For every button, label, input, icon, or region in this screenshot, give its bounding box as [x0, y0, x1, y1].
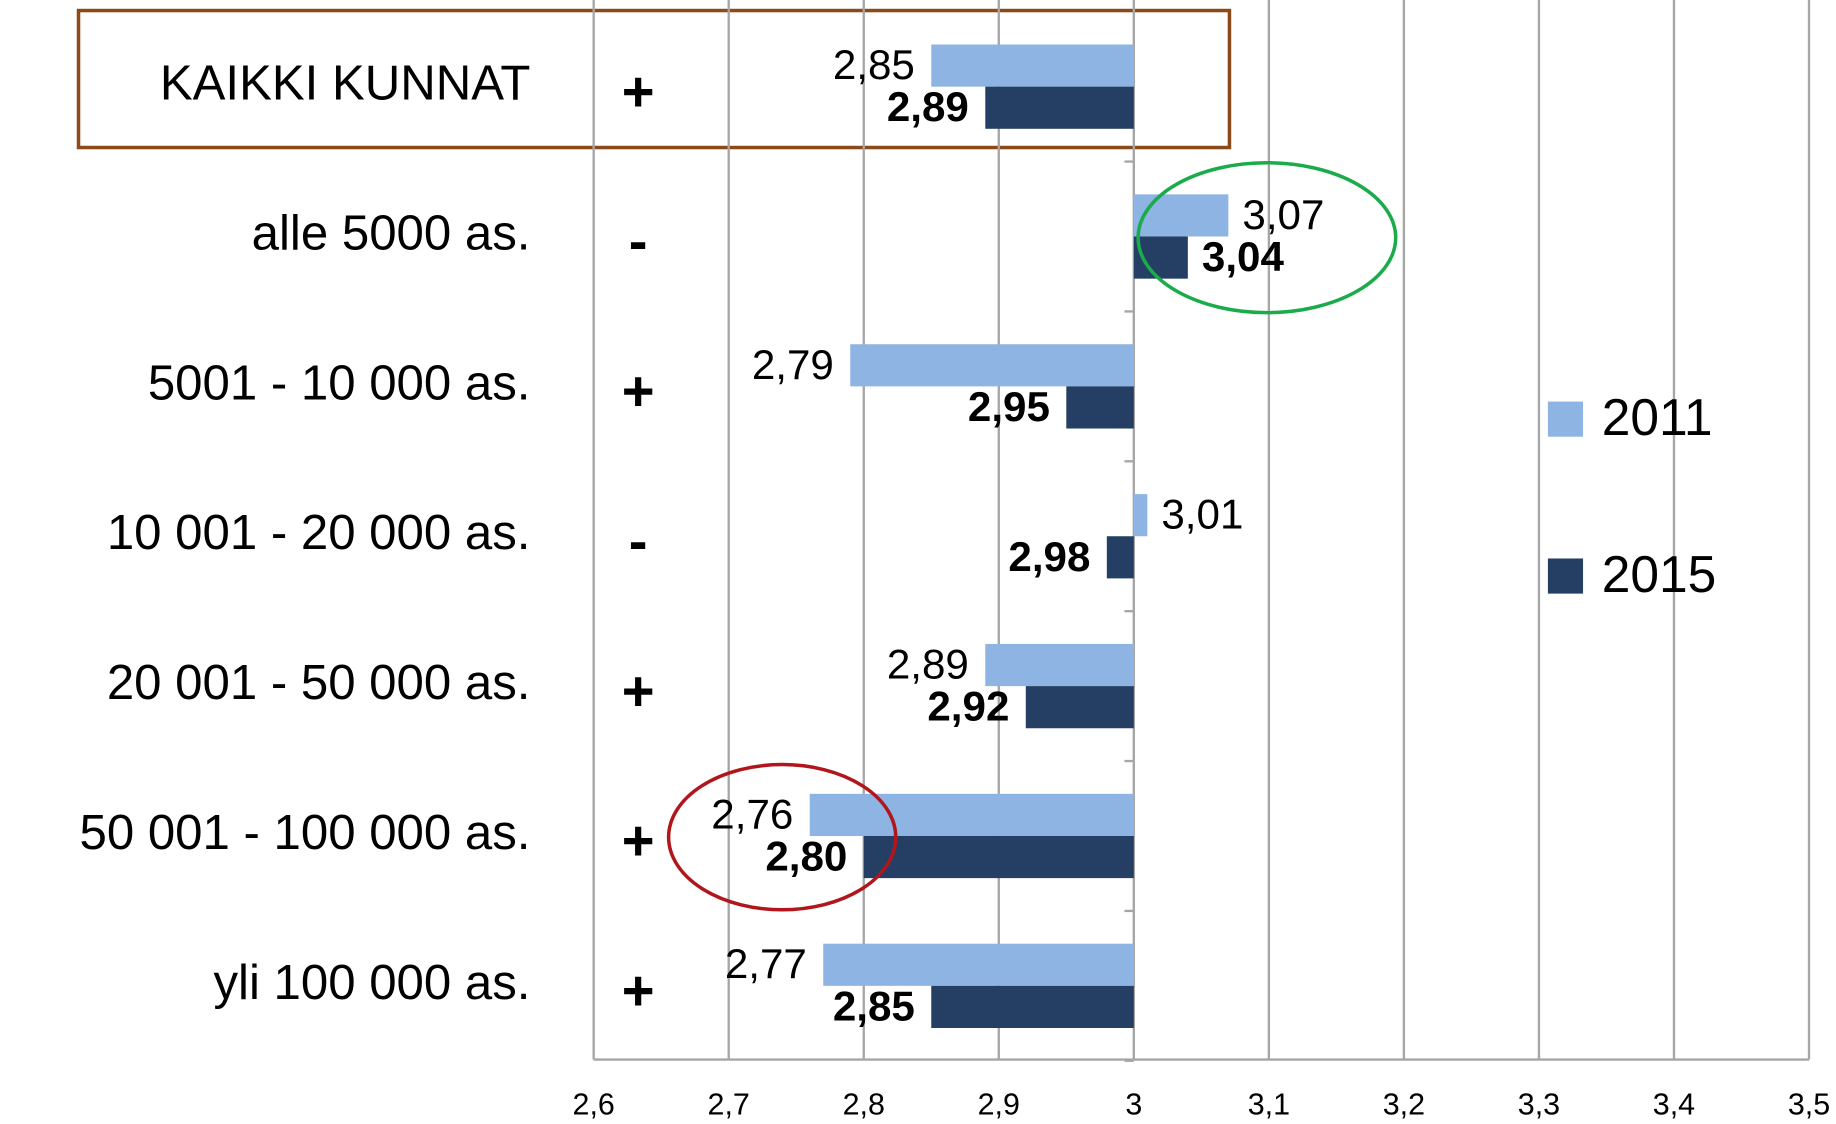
x-tick-label: 2,6 — [573, 1087, 615, 1121]
bar — [1133, 194, 1229, 237]
legend-label: 2015 — [1602, 545, 1717, 603]
value-label: 2,92 — [927, 683, 1009, 730]
bar — [1025, 686, 1134, 729]
change-sign: + — [622, 809, 655, 872]
change-sign: + — [622, 360, 655, 423]
value-label: 3,01 — [1161, 491, 1243, 538]
bar — [850, 344, 1134, 387]
change-sign: + — [622, 959, 655, 1022]
value-label: 2,80 — [765, 833, 847, 880]
value-label: 2,76 — [711, 790, 793, 837]
bar — [1133, 494, 1148, 537]
value-label: 3,04 — [1202, 233, 1285, 280]
value-label: 2,77 — [725, 940, 807, 987]
x-tick-label: 3,1 — [1248, 1087, 1290, 1121]
bar — [863, 835, 1134, 879]
x-tick-label: 2,7 — [708, 1087, 750, 1121]
value-label: 2,79 — [752, 341, 834, 388]
x-tick-label: 3,4 — [1653, 1087, 1695, 1121]
value-label: 2,85 — [833, 982, 915, 1029]
bar — [985, 86, 1134, 129]
category-label: yli 100 000 as. — [213, 955, 530, 1010]
change-sign: + — [622, 60, 655, 123]
legend-label: 2011 — [1602, 388, 1713, 446]
bar — [823, 943, 1134, 986]
highlight-box — [76, 8, 1232, 150]
change-sign: - — [629, 210, 648, 273]
value-label: 2,89 — [887, 641, 969, 688]
category-label: 50 001 - 100 000 as. — [80, 805, 531, 860]
x-tick-label: 3,2 — [1383, 1087, 1425, 1121]
bar — [809, 793, 1134, 836]
bar — [931, 985, 1134, 1028]
value-label: 3,07 — [1242, 191, 1324, 238]
x-tick-label: 3,5 — [1788, 1087, 1830, 1121]
value-label: 2,89 — [887, 83, 969, 130]
value-label: 2,98 — [1008, 533, 1090, 580]
bar — [1066, 386, 1134, 429]
highlight-ellipse — [1136, 160, 1398, 315]
category-label: 10 001 - 20 000 as. — [107, 505, 531, 560]
category-label: 20 001 - 50 000 as. — [107, 655, 531, 710]
bar — [985, 643, 1134, 687]
x-tick-label: 2,8 — [843, 1087, 885, 1121]
value-label: 2,95 — [968, 383, 1050, 430]
category-label: 5001 - 10 000 as. — [148, 355, 531, 410]
bar — [931, 44, 1134, 87]
x-tick-label: 2,9 — [978, 1087, 1020, 1121]
category-label: alle 5000 as. — [252, 205, 531, 260]
x-tick-label: 3 — [1125, 1087, 1142, 1121]
category-label: KAIKKI KUNNAT — [160, 56, 531, 111]
legend-swatch — [1547, 558, 1584, 594]
change-sign: + — [622, 659, 655, 722]
bar — [1106, 536, 1134, 579]
value-label: 2,85 — [833, 41, 915, 88]
x-tick-label: 3,3 — [1518, 1087, 1560, 1121]
highlight-ellipse — [666, 762, 898, 912]
legend-swatch — [1547, 401, 1584, 437]
change-sign: - — [629, 509, 648, 572]
